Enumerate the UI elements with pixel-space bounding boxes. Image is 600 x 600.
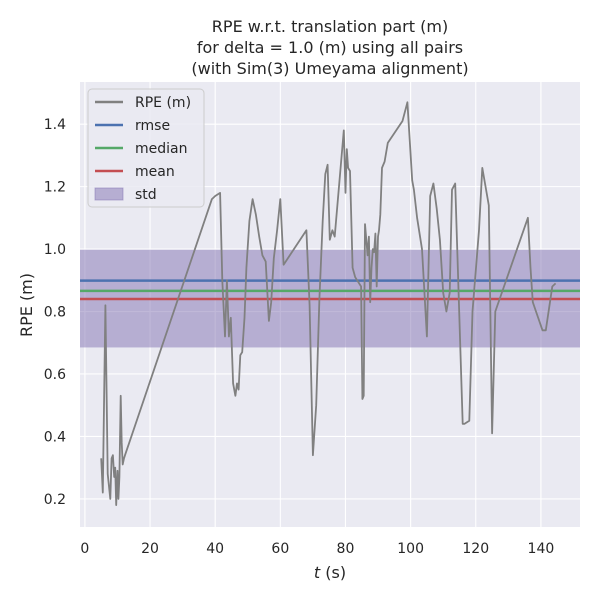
y-tick-label: 1.0	[44, 242, 66, 258]
x-tick-label: 60	[271, 541, 289, 557]
statistics-layer	[80, 249, 580, 348]
y-tick-label: 0.8	[44, 305, 66, 321]
x-tick-label: 100	[397, 541, 424, 557]
x-tick-labels: 0 20 40 60 80 100 120 140	[80, 541, 554, 557]
legend-label-median: median	[135, 141, 187, 157]
x-tick-label: 140	[528, 541, 555, 557]
y-tick-label: 1.4	[44, 117, 66, 133]
legend-label-rmse: rmse	[135, 118, 170, 134]
y-tick-labels: 0.2 0.4 0.6 0.8 1.0 1.2 1.4	[44, 117, 66, 508]
rpe-series-line	[100, 101, 557, 507]
legend-label-rpe-m: RPE (m)	[135, 95, 191, 111]
y-tick-label: 0.6	[44, 367, 66, 383]
legend-swatch-std	[94, 187, 124, 201]
x-tick-label: 40	[206, 541, 224, 557]
legend-label-std: std	[135, 187, 157, 203]
x-tick-label: 0	[80, 541, 89, 557]
y-axis-label: RPE (m)	[17, 273, 36, 337]
x-tick-label: 120	[462, 541, 489, 557]
x-tick-label: 80	[337, 541, 355, 557]
chart-title-line-3: (with Sim(3) Umeyama alignment)	[191, 59, 468, 78]
y-tick-label: 0.2	[44, 492, 66, 508]
legend-box	[87, 88, 205, 208]
chart-title-line-2: for delta = 1.0 (m) using all pairs	[197, 38, 463, 57]
legend: RPE (m) rmse median mean std	[87, 88, 205, 208]
chart-title-line-1: RPE w.r.t. translation part (m)	[212, 17, 448, 36]
x-axis-label: t (s)	[314, 563, 346, 582]
y-tick-label: 0.4	[44, 429, 66, 445]
series-layer	[100, 101, 557, 507]
x-tick-label: 20	[141, 541, 159, 557]
legend-label-mean: mean	[135, 164, 175, 180]
y-tick-label: 1.2	[44, 180, 66, 196]
